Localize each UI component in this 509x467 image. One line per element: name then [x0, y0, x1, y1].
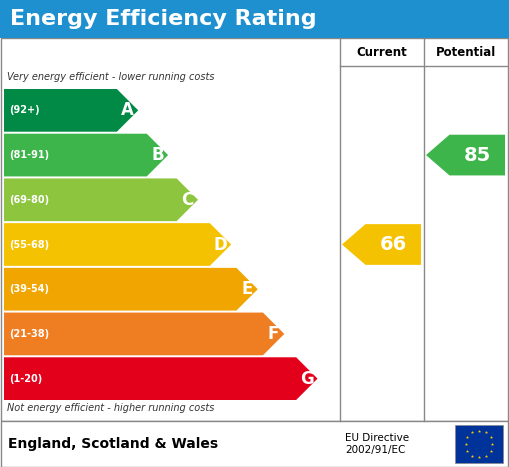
Text: F: F	[268, 325, 279, 343]
Bar	[1, 38, 508, 421]
Polygon shape	[426, 134, 505, 176]
Text: B: B	[151, 146, 164, 164]
Text: Very energy efficient - lower running costs: Very energy efficient - lower running co…	[7, 72, 214, 82]
Text: (69-80): (69-80)	[9, 195, 49, 205]
Polygon shape	[4, 312, 285, 355]
Text: A: A	[121, 101, 134, 120]
Text: England, Scotland & Wales: England, Scotland & Wales	[8, 437, 218, 451]
Text: E: E	[241, 280, 253, 298]
Text: (39-54): (39-54)	[9, 284, 49, 294]
Polygon shape	[4, 223, 231, 266]
Polygon shape	[4, 357, 318, 400]
Text: 85: 85	[464, 146, 491, 164]
Polygon shape	[342, 224, 421, 265]
Polygon shape	[4, 134, 168, 177]
Bar	[455, 425, 503, 463]
Polygon shape	[4, 178, 198, 221]
Text: (92+): (92+)	[9, 106, 40, 115]
Text: (21-38): (21-38)	[9, 329, 49, 339]
Text: 66: 66	[380, 235, 407, 254]
Text: (55-68): (55-68)	[9, 240, 49, 249]
Text: EU Directive
2002/91/EC: EU Directive 2002/91/EC	[345, 433, 409, 455]
Text: D: D	[214, 235, 228, 254]
Bar	[0, 0, 509, 38]
Polygon shape	[4, 268, 258, 311]
Text: Current: Current	[357, 45, 407, 58]
Text: G: G	[300, 370, 314, 388]
Bar	[1, 421, 508, 467]
Text: C: C	[181, 191, 193, 209]
Text: (1-20): (1-20)	[9, 374, 42, 384]
Text: Potential: Potential	[436, 45, 496, 58]
Text: Energy Efficiency Rating: Energy Efficiency Rating	[10, 9, 317, 29]
Text: Not energy efficient - higher running costs: Not energy efficient - higher running co…	[7, 403, 214, 413]
Polygon shape	[4, 89, 138, 132]
Text: (81-91): (81-91)	[9, 150, 49, 160]
